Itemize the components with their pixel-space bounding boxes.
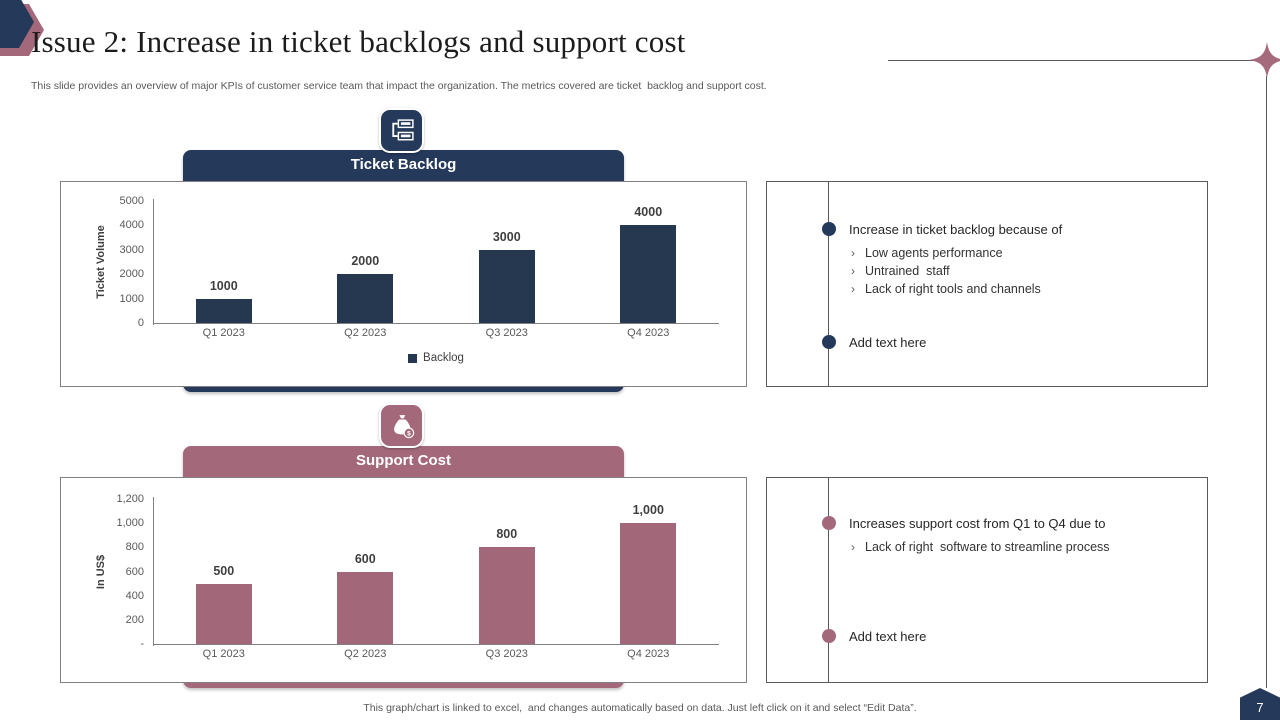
bar [478,249,535,323]
bullet-icon [822,629,836,643]
x-tick-label: Q3 2023 [485,327,528,339]
y-tick-label: - [140,638,144,650]
sub-bullet-list: › Low agents performance › Untrained staff… [851,244,1191,298]
y-tick-label: 1,000 [116,517,144,530]
y-tick-label: 0 [137,317,144,329]
y-tick-label: 800 [125,541,144,554]
x-axis-line [153,323,719,324]
title-horizontal-line [888,60,1260,61]
x-axis-line [153,644,719,645]
bullet-icon [822,222,836,236]
support-cost-notes-panel: Increases support cost from Q1 to Q4 due… [766,477,1208,683]
bullet-icon [822,516,836,530]
y-tick-label: 400 [125,589,144,602]
bar-value-label: 1000 [209,278,238,293]
svg-text:$: $ [407,430,411,437]
y-tick-label: 1000 [119,292,144,305]
sub-bullet: › Lack of right tools and channels [851,282,1041,296]
y-axis-title: Ticket Volume [95,225,107,299]
bar [478,547,535,644]
bar [620,523,677,644]
legend-label: Backlog [423,352,464,364]
bullet-text: Increases support cost from Q1 to Q4 due… [849,516,1106,531]
x-tick-label: Q1 2023 [202,327,245,339]
corner-hexagon-decoration [0,0,44,56]
x-tick-label: Q2 2023 [344,327,387,339]
footer-note: This graph/chart is linked to excel, and… [363,702,917,714]
page-title: Issue 2: Increase in ticket backlogs and… [31,24,686,59]
bar-value-label: 500 [213,563,235,578]
tickets-icon [379,108,424,153]
page-number-badge: 7 [1240,688,1280,720]
bar-value-label: 4000 [634,205,663,220]
legend: Backlog [153,352,719,364]
right-vertical-line [1266,76,1267,688]
money-bag-icon: $ [379,403,424,448]
y-axis-line [153,497,154,646]
legend-swatch [408,353,418,363]
chevron-marker: › [851,246,855,260]
ticket-backlog-chart[interactable]: Ticket Volume 0 1000 2000 3000 4000 5000 1000 Q1… [60,181,747,387]
y-tick-label: 1,200 [116,493,144,505]
bar [337,274,394,323]
bar [195,298,252,323]
x-tick-label: Q4 2023 [627,648,670,660]
bar-value-label: 600 [354,551,376,566]
x-tick-label: Q3 2023 [485,648,528,660]
add-text-placeholder[interactable]: Add text here [849,629,927,644]
y-tick-label: 3000 [119,243,144,256]
bar-value-label: 1,000 [632,503,664,518]
y-tick-label: 2000 [119,268,144,281]
support-cost-chart[interactable]: In US$ -200 400 600 800 1,000 1,200 500 Q1 2023 6… [60,477,747,683]
chevron-marker: › [851,282,855,296]
bullet-text: Increase in ticket backlog because of [849,222,1063,237]
sub-bullet-list: › Lack of right software to streamline pr… [851,538,1191,556]
x-tick-label: Q1 2023 [202,648,245,660]
ticket-backlog-header: Ticket Backlog [350,156,457,173]
ticket-backlog-notes-panel: Increase in ticket backlog because of › L… [766,181,1208,387]
add-text-placeholder[interactable]: Add text here [849,335,927,350]
sub-bullet: › Lack of right software to streamline pr… [851,540,1110,554]
x-tick-label: Q4 2023 [627,327,670,339]
bullet-icon [822,335,836,349]
page-number: 7 [1256,700,1264,715]
panel-divider [828,182,829,386]
chevron-marker: › [851,540,855,554]
y-tick-label: 5000 [119,195,144,207]
bar-value-label: 3000 [492,229,521,244]
sparkle-icon [1249,42,1280,78]
bar [337,571,394,644]
sub-bullet: › Low agents performance [851,246,1003,260]
bar [620,225,677,323]
chevron-marker: › [851,264,855,278]
panel-divider [828,478,829,682]
y-axis-line [153,199,154,325]
sub-bullet: › Untrained staff [851,264,950,278]
slide-subtitle: This slide provides an overview of major… [31,80,767,92]
bar [195,583,252,644]
x-tick-label: Q2 2023 [344,648,387,660]
y-tick-label: 600 [125,565,144,578]
bar-value-label: 800 [496,527,518,542]
support-cost-header: Support Cost [356,452,451,469]
bar-value-label: 2000 [351,254,380,269]
y-tick-label: 200 [125,613,144,626]
y-tick-label: 4000 [119,219,144,232]
